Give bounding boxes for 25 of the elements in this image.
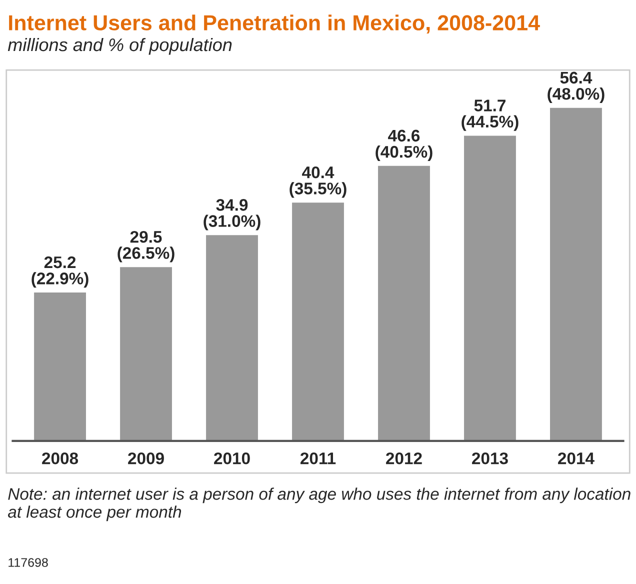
x-tick-label: 2014 (558, 452, 594, 464)
x-tick-label: 2013 (472, 452, 508, 464)
text: Note: an internet user is a person of any age who uses the internet from any location at least once per month (8, 488, 630, 522)
x-tick-label: 2012 (386, 452, 422, 464)
x-tick-label: 2011 (300, 452, 336, 464)
data-label: 25.2 (22.9%) (32, 256, 88, 288)
x-tick-label: 2008 (42, 452, 78, 464)
chart-subtitle: millions and % of population (8, 38, 232, 55)
bar (548, 106, 604, 441)
data-label: 46.6 (40.5%) (376, 130, 432, 162)
data-label: 29.5 (26.5%) (118, 230, 174, 262)
bar (118, 266, 174, 441)
data-label: 56.4 (48.0%) (548, 72, 604, 104)
bar (32, 291, 88, 441)
x-tick-label: 2010 (214, 452, 250, 464)
bar (204, 234, 260, 441)
bar (376, 164, 432, 441)
data-label: 34.9 (31.0%) (204, 199, 260, 230)
data-label: 51.7 (44.5%) (462, 100, 518, 131)
text: 117698 (8, 558, 48, 567)
chart-title: Internet Users and Penetration in Mexico, 2008-2014 (9, 14, 540, 34)
x-tick-label: 2009 (128, 452, 164, 464)
bar (462, 134, 518, 441)
data-label: 40.4 (35.5%) (290, 166, 346, 198)
bar (290, 201, 346, 441)
